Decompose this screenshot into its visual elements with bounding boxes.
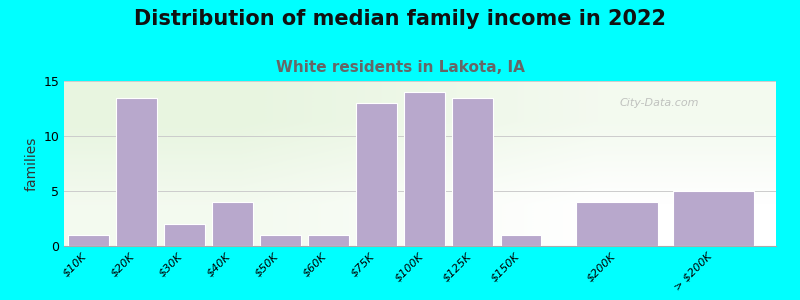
Bar: [164, 224, 205, 246]
Bar: [404, 92, 446, 246]
Text: City-Data.com: City-Data.com: [619, 98, 699, 107]
Y-axis label: families: families: [25, 136, 39, 191]
Bar: [576, 202, 658, 246]
Bar: [68, 235, 109, 246]
Bar: [356, 103, 397, 246]
Bar: [260, 235, 301, 246]
Bar: [673, 191, 754, 246]
Bar: [116, 98, 157, 246]
Text: White residents in Lakota, IA: White residents in Lakota, IA: [275, 60, 525, 75]
Bar: [453, 98, 494, 246]
Bar: [212, 202, 253, 246]
Text: Distribution of median family income in 2022: Distribution of median family income in …: [134, 9, 666, 29]
Bar: [308, 235, 349, 246]
Bar: [501, 235, 542, 246]
